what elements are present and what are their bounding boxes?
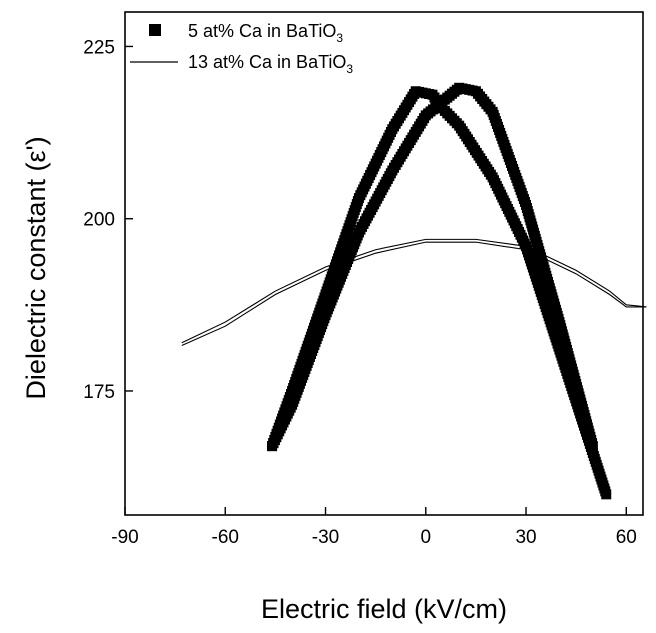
series-layer [181,82,647,500]
legend-label-series-2: 13 at% Ca in BaTiO3 [188,52,353,76]
legend-marker-series-1 [149,24,161,36]
x-tick-label: -60 [212,527,239,548]
x-tick-label: 0 [420,527,431,548]
legend: 5 at% Ca in BaTiO3 13 at% Ca in BaTiO3 [130,21,353,76]
x-tick-label: 30 [515,527,536,548]
x-tick-label: -30 [312,527,339,548]
plot-frame [124,11,644,516]
series-13pct-line-2 [181,241,647,347]
x-axis-title: Electric field (kV/cm) [261,594,507,624]
x-tick-label: -90 [111,527,138,548]
tick-marks: -90 -60 -30 0 30 60 175 200 225 [83,37,637,548]
y-axis-title: Dielectric constant (ε') [21,136,51,399]
series-5pct-branch-1 [267,86,612,500]
y-tick-label: 225 [83,37,115,58]
series-5pct-branch-2 [267,82,598,452]
x-tick-label: 60 [616,527,637,548]
data-point-square-marker [587,441,598,452]
legend-label-series-1: 5 at% Ca in BaTiO3 [188,21,343,45]
series-13pct-line-1 [181,238,647,344]
y-tick-label: 175 [83,382,115,403]
y-tick-label: 200 [83,210,115,231]
data-point-square-marker [601,489,612,500]
